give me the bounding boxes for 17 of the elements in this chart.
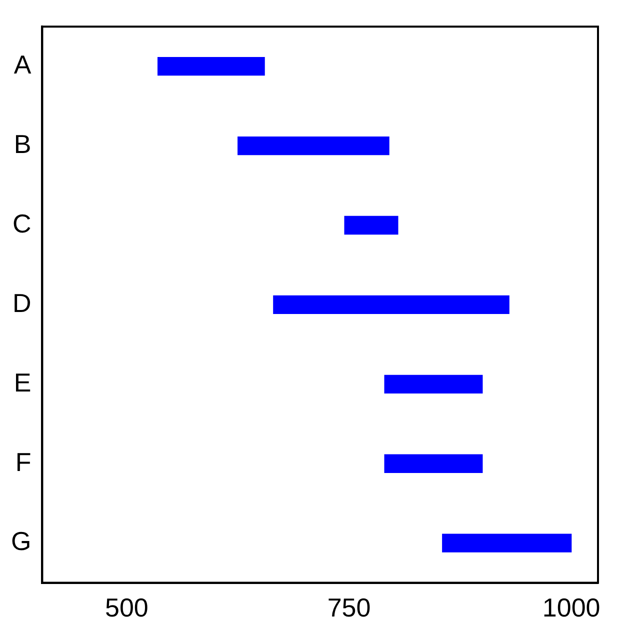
bar: [442, 534, 572, 552]
bar: [344, 216, 398, 235]
y-tick-label: D: [12, 288, 32, 318]
bar: [384, 374, 483, 394]
bar: [384, 454, 483, 473]
x-tick-label: 500: [105, 592, 148, 623]
bar: [273, 295, 510, 314]
y-tick-label: F: [15, 446, 32, 477]
x-tick-label: 1000: [542, 592, 600, 623]
bar: [157, 57, 265, 76]
y-tick-label: G: [10, 526, 32, 556]
y-tick-label: A: [14, 50, 32, 80]
x-tick-label: 750: [327, 592, 371, 623]
y-tick-label: C: [12, 208, 32, 238]
bar: [238, 136, 390, 156]
y-tick-label: E: [14, 367, 32, 398]
y-tick-label: B: [14, 128, 32, 159]
